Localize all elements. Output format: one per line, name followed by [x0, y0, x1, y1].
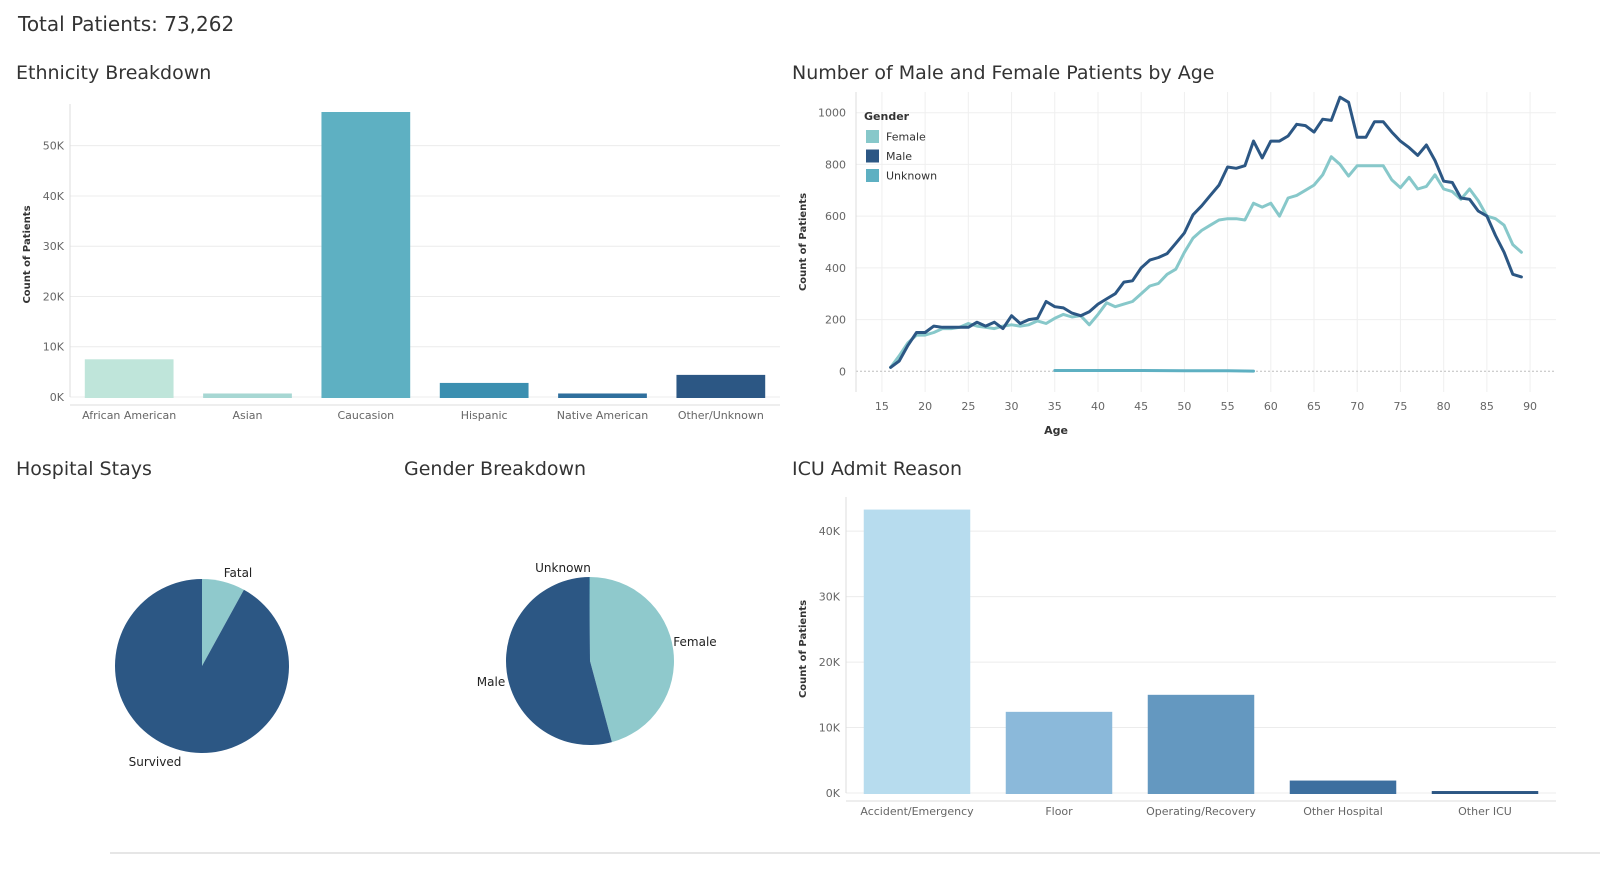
pie-slice-female	[590, 577, 674, 743]
gender-breakdown-title: Gender Breakdown	[404, 458, 587, 480]
ethnicity-chart-title: Ethnicity Breakdown	[16, 62, 212, 84]
legend-swatch-unknown	[866, 169, 879, 182]
y-tick-label: 20K	[43, 290, 65, 303]
total-patients-label: Total Patients: 73,262	[18, 12, 235, 36]
y-axis-title: Count of Patients	[798, 193, 809, 291]
x-tick-label: Asian	[232, 409, 262, 422]
legend-swatch-female	[866, 130, 879, 143]
x-tick-label: 85	[1480, 400, 1494, 413]
y-tick-label: 800	[825, 158, 846, 171]
x-tick-label: 35	[1048, 400, 1062, 413]
y-tick-label: 50K	[43, 140, 65, 153]
footer-divider	[110, 852, 1600, 854]
pie-label-male: Male	[477, 675, 505, 689]
bar-hispanic	[439, 382, 529, 398]
x-tick-label: 60	[1264, 400, 1278, 413]
legend-label-unknown: Unknown	[886, 170, 937, 183]
pie-slice-unknown	[589, 577, 590, 661]
legend-label-female: Female	[886, 131, 926, 144]
y-tick-label: 0K	[50, 391, 65, 404]
pie-label-unknown: Unknown	[535, 561, 591, 575]
x-tick-label: 70	[1350, 400, 1364, 413]
bar-native-american	[558, 393, 647, 398]
bar-floor	[1005, 711, 1113, 794]
x-tick-label: Accident/Emergency	[860, 805, 974, 818]
x-tick-label: Other Hospital	[1303, 805, 1383, 818]
x-tick-label: 65	[1307, 400, 1321, 413]
x-tick-label: 20	[918, 400, 932, 413]
y-tick-label: 40K	[819, 525, 841, 538]
y-tick-label: 30K	[819, 591, 841, 604]
line-series-unknown	[1053, 369, 1255, 373]
bar-operating-recovery	[1147, 694, 1255, 794]
y-tick-label: 10K	[43, 341, 65, 354]
age-chart-title: Number of Male and Female Patients by Ag…	[792, 62, 1215, 84]
x-tick-label: 45	[1134, 400, 1148, 413]
x-axis-title: Age	[1044, 424, 1068, 437]
y-tick-label: 20K	[819, 656, 841, 669]
x-tick-label: 90	[1523, 400, 1537, 413]
x-tick-label: Floor	[1045, 805, 1073, 818]
x-tick-label: 25	[961, 400, 975, 413]
x-tick-label: Other/Unknown	[678, 409, 764, 422]
hospital-stays-title: Hospital Stays	[16, 458, 152, 480]
y-axis-title: Count of Patients	[798, 600, 809, 698]
legend-label-male: Male	[886, 150, 912, 163]
x-tick-label: African American	[82, 409, 176, 422]
legend-title: Gender	[864, 110, 910, 123]
bar-other-icu	[1431, 791, 1539, 794]
y-tick-label: 600	[825, 210, 846, 223]
x-tick-label: Operating/Recovery	[1146, 805, 1256, 818]
x-tick-label: Caucasion	[337, 409, 394, 422]
line-series-male	[889, 95, 1523, 369]
x-tick-label: 15	[875, 400, 889, 413]
pie-label-female: Female	[673, 635, 716, 649]
pie-label-survived: Survived	[129, 755, 182, 769]
pie-slice-fatal	[202, 579, 244, 666]
bar-asian	[203, 393, 292, 398]
legend-swatch-male	[866, 149, 879, 163]
pie-label-fatal: Fatal	[224, 566, 253, 580]
y-tick-label: 0	[839, 365, 846, 378]
bar-african-american	[84, 359, 174, 398]
x-tick-label: 80	[1437, 400, 1451, 413]
x-tick-label: Native American	[557, 409, 648, 422]
bar-caucasion	[321, 112, 411, 398]
x-tick-label: 50	[1177, 400, 1191, 413]
y-tick-label: 40K	[43, 190, 65, 203]
x-tick-label: Hispanic	[461, 409, 508, 422]
y-axis-title: Count of Patients	[22, 205, 33, 303]
line-series-female	[889, 155, 1523, 369]
x-tick-label: 75	[1393, 400, 1407, 413]
x-tick-label: 40	[1091, 400, 1105, 413]
y-tick-label: 0K	[826, 787, 841, 800]
y-tick-label: 1000	[818, 107, 846, 120]
pie-slice-survived	[115, 579, 290, 753]
icu-admit-reason-title: ICU Admit Reason	[792, 458, 963, 480]
y-tick-label: 30K	[43, 240, 65, 253]
bar-accident-emergency	[863, 509, 971, 794]
x-tick-label: Other ICU	[1458, 805, 1512, 818]
y-tick-label: 10K	[819, 722, 841, 735]
y-tick-label: 400	[825, 262, 846, 275]
x-tick-label: 30	[1005, 400, 1019, 413]
bar-other-hospital	[1289, 780, 1397, 794]
y-tick-label: 200	[825, 314, 846, 327]
bar-other-unknown	[676, 374, 766, 398]
pie-slice-male	[505, 577, 612, 745]
x-tick-label: 55	[1221, 400, 1235, 413]
